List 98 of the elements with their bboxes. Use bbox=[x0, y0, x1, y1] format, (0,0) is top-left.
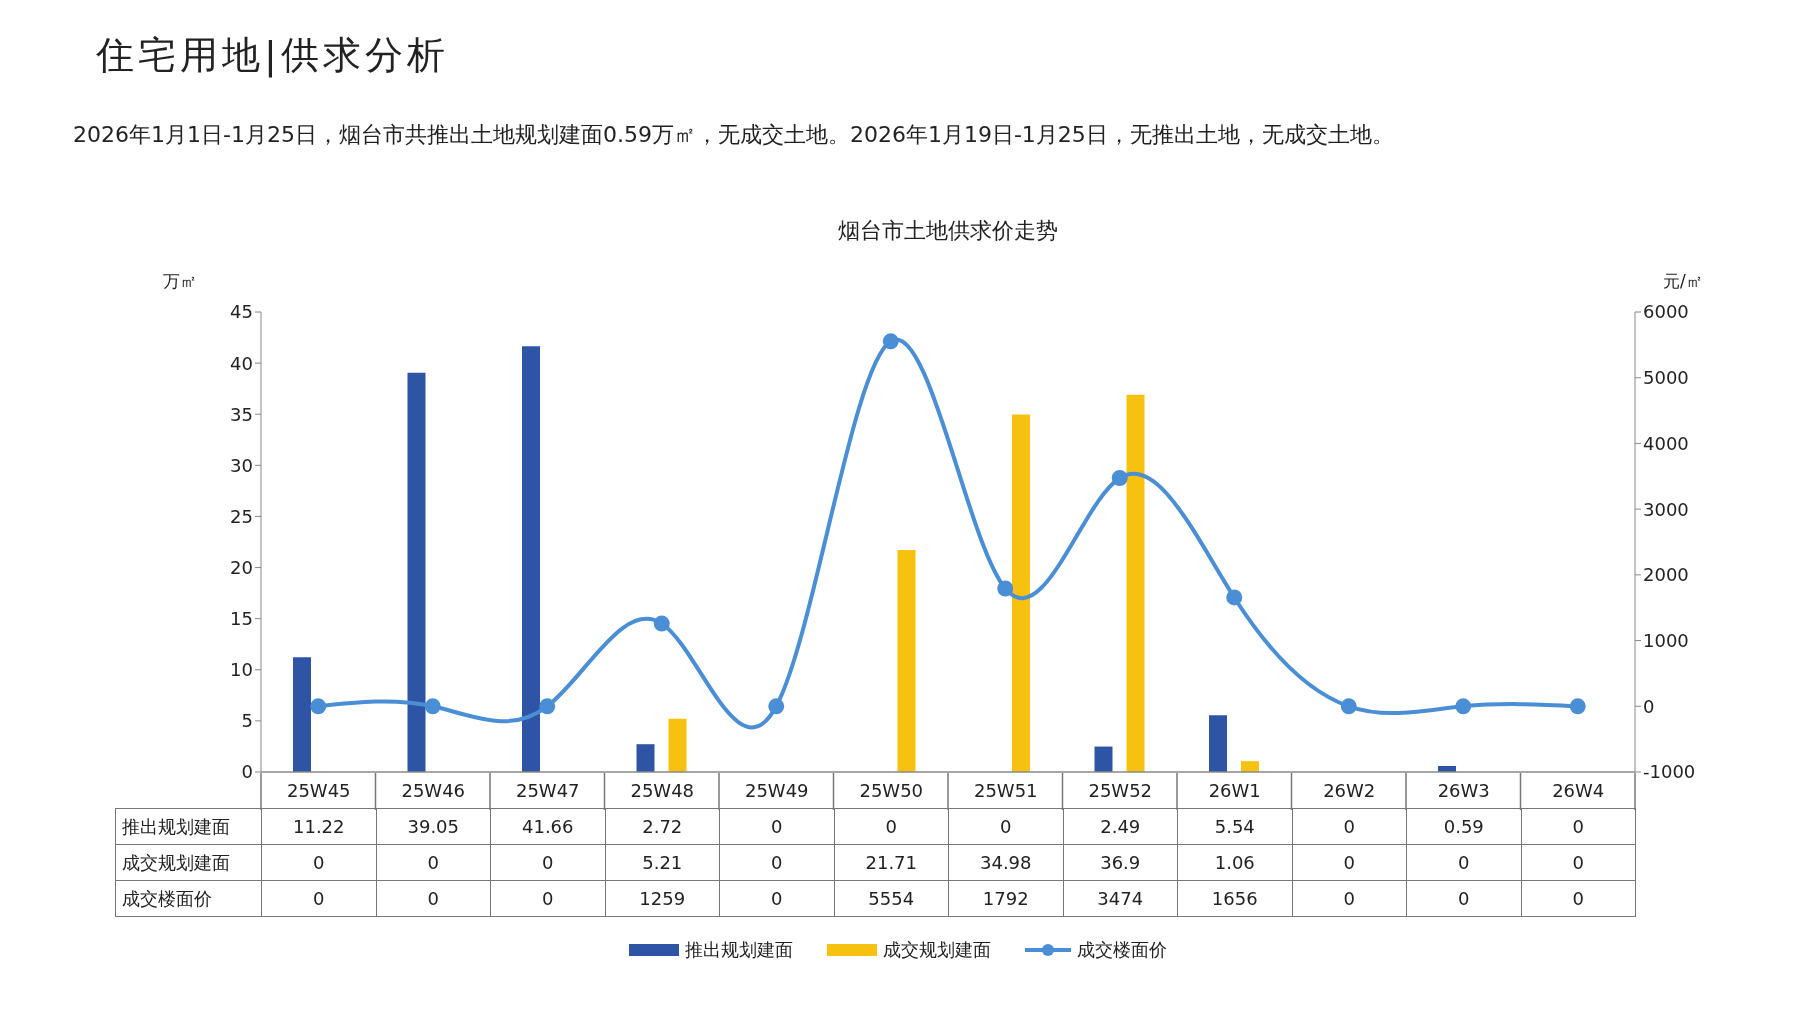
legend-label: 成交楼面价 bbox=[1077, 938, 1167, 962]
data-label: 5554 bbox=[834, 880, 949, 917]
data-label: 1259 bbox=[605, 880, 720, 917]
data-label: 1656 bbox=[1177, 880, 1292, 917]
x-tick-label: 25W47 bbox=[490, 773, 605, 809]
y2-tick-label: 2000 bbox=[1643, 564, 1689, 586]
y2-tick-label: 0 bbox=[1643, 695, 1655, 717]
bar bbox=[1241, 761, 1259, 772]
data-label: 0 bbox=[1292, 880, 1407, 917]
y-axis-title: 万㎡ bbox=[163, 270, 197, 293]
data-label: 0 bbox=[1521, 808, 1636, 845]
text: 推出规划建面 bbox=[122, 815, 230, 837]
data-label: 0 bbox=[376, 844, 491, 881]
x-tick-label: 26W3 bbox=[1406, 773, 1521, 809]
data-label: 0 bbox=[1406, 880, 1521, 917]
point bbox=[1455, 698, 1472, 715]
data-label: 0 bbox=[490, 880, 605, 917]
y2-tick-label: 6000 bbox=[1643, 301, 1689, 323]
data-label: 0 bbox=[719, 880, 834, 917]
y-tick-label: 0 bbox=[241, 761, 253, 783]
data-label: 1792 bbox=[948, 880, 1063, 917]
x-tick-label: 25W50 bbox=[834, 773, 949, 809]
x-tick-label: 25W48 bbox=[605, 773, 720, 809]
x-tick-label: 26W2 bbox=[1292, 773, 1407, 809]
bar bbox=[897, 550, 916, 772]
bar bbox=[668, 718, 687, 772]
legend-label: 推出规划建面 bbox=[685, 938, 793, 962]
y2-tick-label: 3000 bbox=[1643, 498, 1689, 520]
data-label: 0 bbox=[1521, 880, 1636, 917]
x-tick-label: 25W45 bbox=[261, 773, 376, 809]
text: 烟台市土地供求价走势 bbox=[837, 217, 1059, 245]
y-tick-label: 40 bbox=[230, 352, 253, 374]
data-label: 0 bbox=[1406, 844, 1521, 881]
point bbox=[1226, 589, 1243, 606]
y-tick-label: 20 bbox=[230, 556, 253, 578]
chart-title: 住宅用地|供求分析 bbox=[96, 32, 449, 80]
data-label: 0 bbox=[376, 880, 491, 917]
data-label: 0 bbox=[1292, 808, 1407, 845]
y2-tick-label: 5000 bbox=[1643, 367, 1689, 389]
x-tick-label: 26W1 bbox=[1177, 773, 1292, 809]
data-label: 11.22 bbox=[261, 808, 376, 845]
data-label: 0 bbox=[719, 844, 834, 881]
point bbox=[1111, 469, 1128, 486]
y-tick-label: 30 bbox=[230, 454, 253, 476]
bar bbox=[1126, 394, 1145, 772]
y-tick-label: 35 bbox=[230, 403, 253, 425]
bar bbox=[293, 657, 311, 772]
point bbox=[1569, 698, 1586, 715]
data-label: 0 bbox=[948, 808, 1063, 845]
bar bbox=[1209, 715, 1227, 772]
point bbox=[1340, 698, 1357, 715]
data-label: 2.49 bbox=[1063, 808, 1178, 845]
point bbox=[310, 698, 327, 715]
data-label: 2.72 bbox=[605, 808, 720, 845]
y-tick-label: 25 bbox=[230, 505, 253, 527]
data-label: 0 bbox=[834, 808, 949, 845]
bar bbox=[522, 346, 540, 772]
bar bbox=[636, 744, 655, 772]
x-tick-label: 25W52 bbox=[1063, 773, 1178, 809]
point bbox=[997, 580, 1014, 597]
data-label: 5.54 bbox=[1177, 808, 1292, 845]
data-label: 0 bbox=[1292, 844, 1407, 881]
text: 成交规划建面 bbox=[122, 851, 230, 873]
x-tick-label: 25W46 bbox=[376, 773, 491, 809]
x-tick-label: 25W51 bbox=[948, 773, 1063, 809]
bar bbox=[407, 372, 426, 772]
data-label: 0 bbox=[719, 808, 834, 845]
data-label: 0.59 bbox=[1406, 808, 1521, 845]
data-label: 3474 bbox=[1063, 880, 1178, 917]
chart-subtitle: 2026年1月1日-1月25日，烟台市共推出土地规划建面0.59万㎡，无成交土地。2026年1月19日-1月25日，无推出土地，无成交土地。 bbox=[73, 121, 1394, 149]
data-label: 34.98 bbox=[948, 844, 1063, 881]
text: 成交楼面价 bbox=[122, 887, 212, 909]
point bbox=[539, 698, 556, 715]
y2-tick-label: 4000 bbox=[1643, 432, 1689, 454]
data-label: 5.21 bbox=[605, 844, 720, 881]
legend-label: 成交规划建面 bbox=[883, 938, 991, 962]
point bbox=[768, 698, 785, 715]
bar bbox=[1012, 414, 1030, 772]
x-tick-label: 26W4 bbox=[1521, 773, 1636, 809]
y2-axis-title: 元/㎡ bbox=[1663, 270, 1703, 293]
data-label: 0 bbox=[490, 844, 605, 881]
point bbox=[653, 615, 670, 632]
point bbox=[882, 333, 899, 350]
y-tick-label: 10 bbox=[230, 659, 253, 681]
y-tick-label: 15 bbox=[230, 608, 253, 630]
data-label: 0 bbox=[1521, 844, 1636, 881]
y-tick-label: 5 bbox=[241, 710, 253, 732]
data-label: 21.71 bbox=[834, 844, 949, 881]
y2-tick-label: -1000 bbox=[1643, 761, 1696, 783]
point bbox=[424, 698, 441, 715]
y-tick-label: 45 bbox=[230, 301, 253, 323]
data-label: 41.66 bbox=[490, 808, 605, 845]
data-label: 36.9 bbox=[1063, 844, 1178, 881]
data-label: 1.06 bbox=[1177, 844, 1292, 881]
x-tick-label: 25W49 bbox=[719, 773, 834, 809]
bar bbox=[1094, 746, 1113, 772]
data-label: 39.05 bbox=[376, 808, 491, 845]
y2-tick-label: 1000 bbox=[1643, 629, 1689, 651]
